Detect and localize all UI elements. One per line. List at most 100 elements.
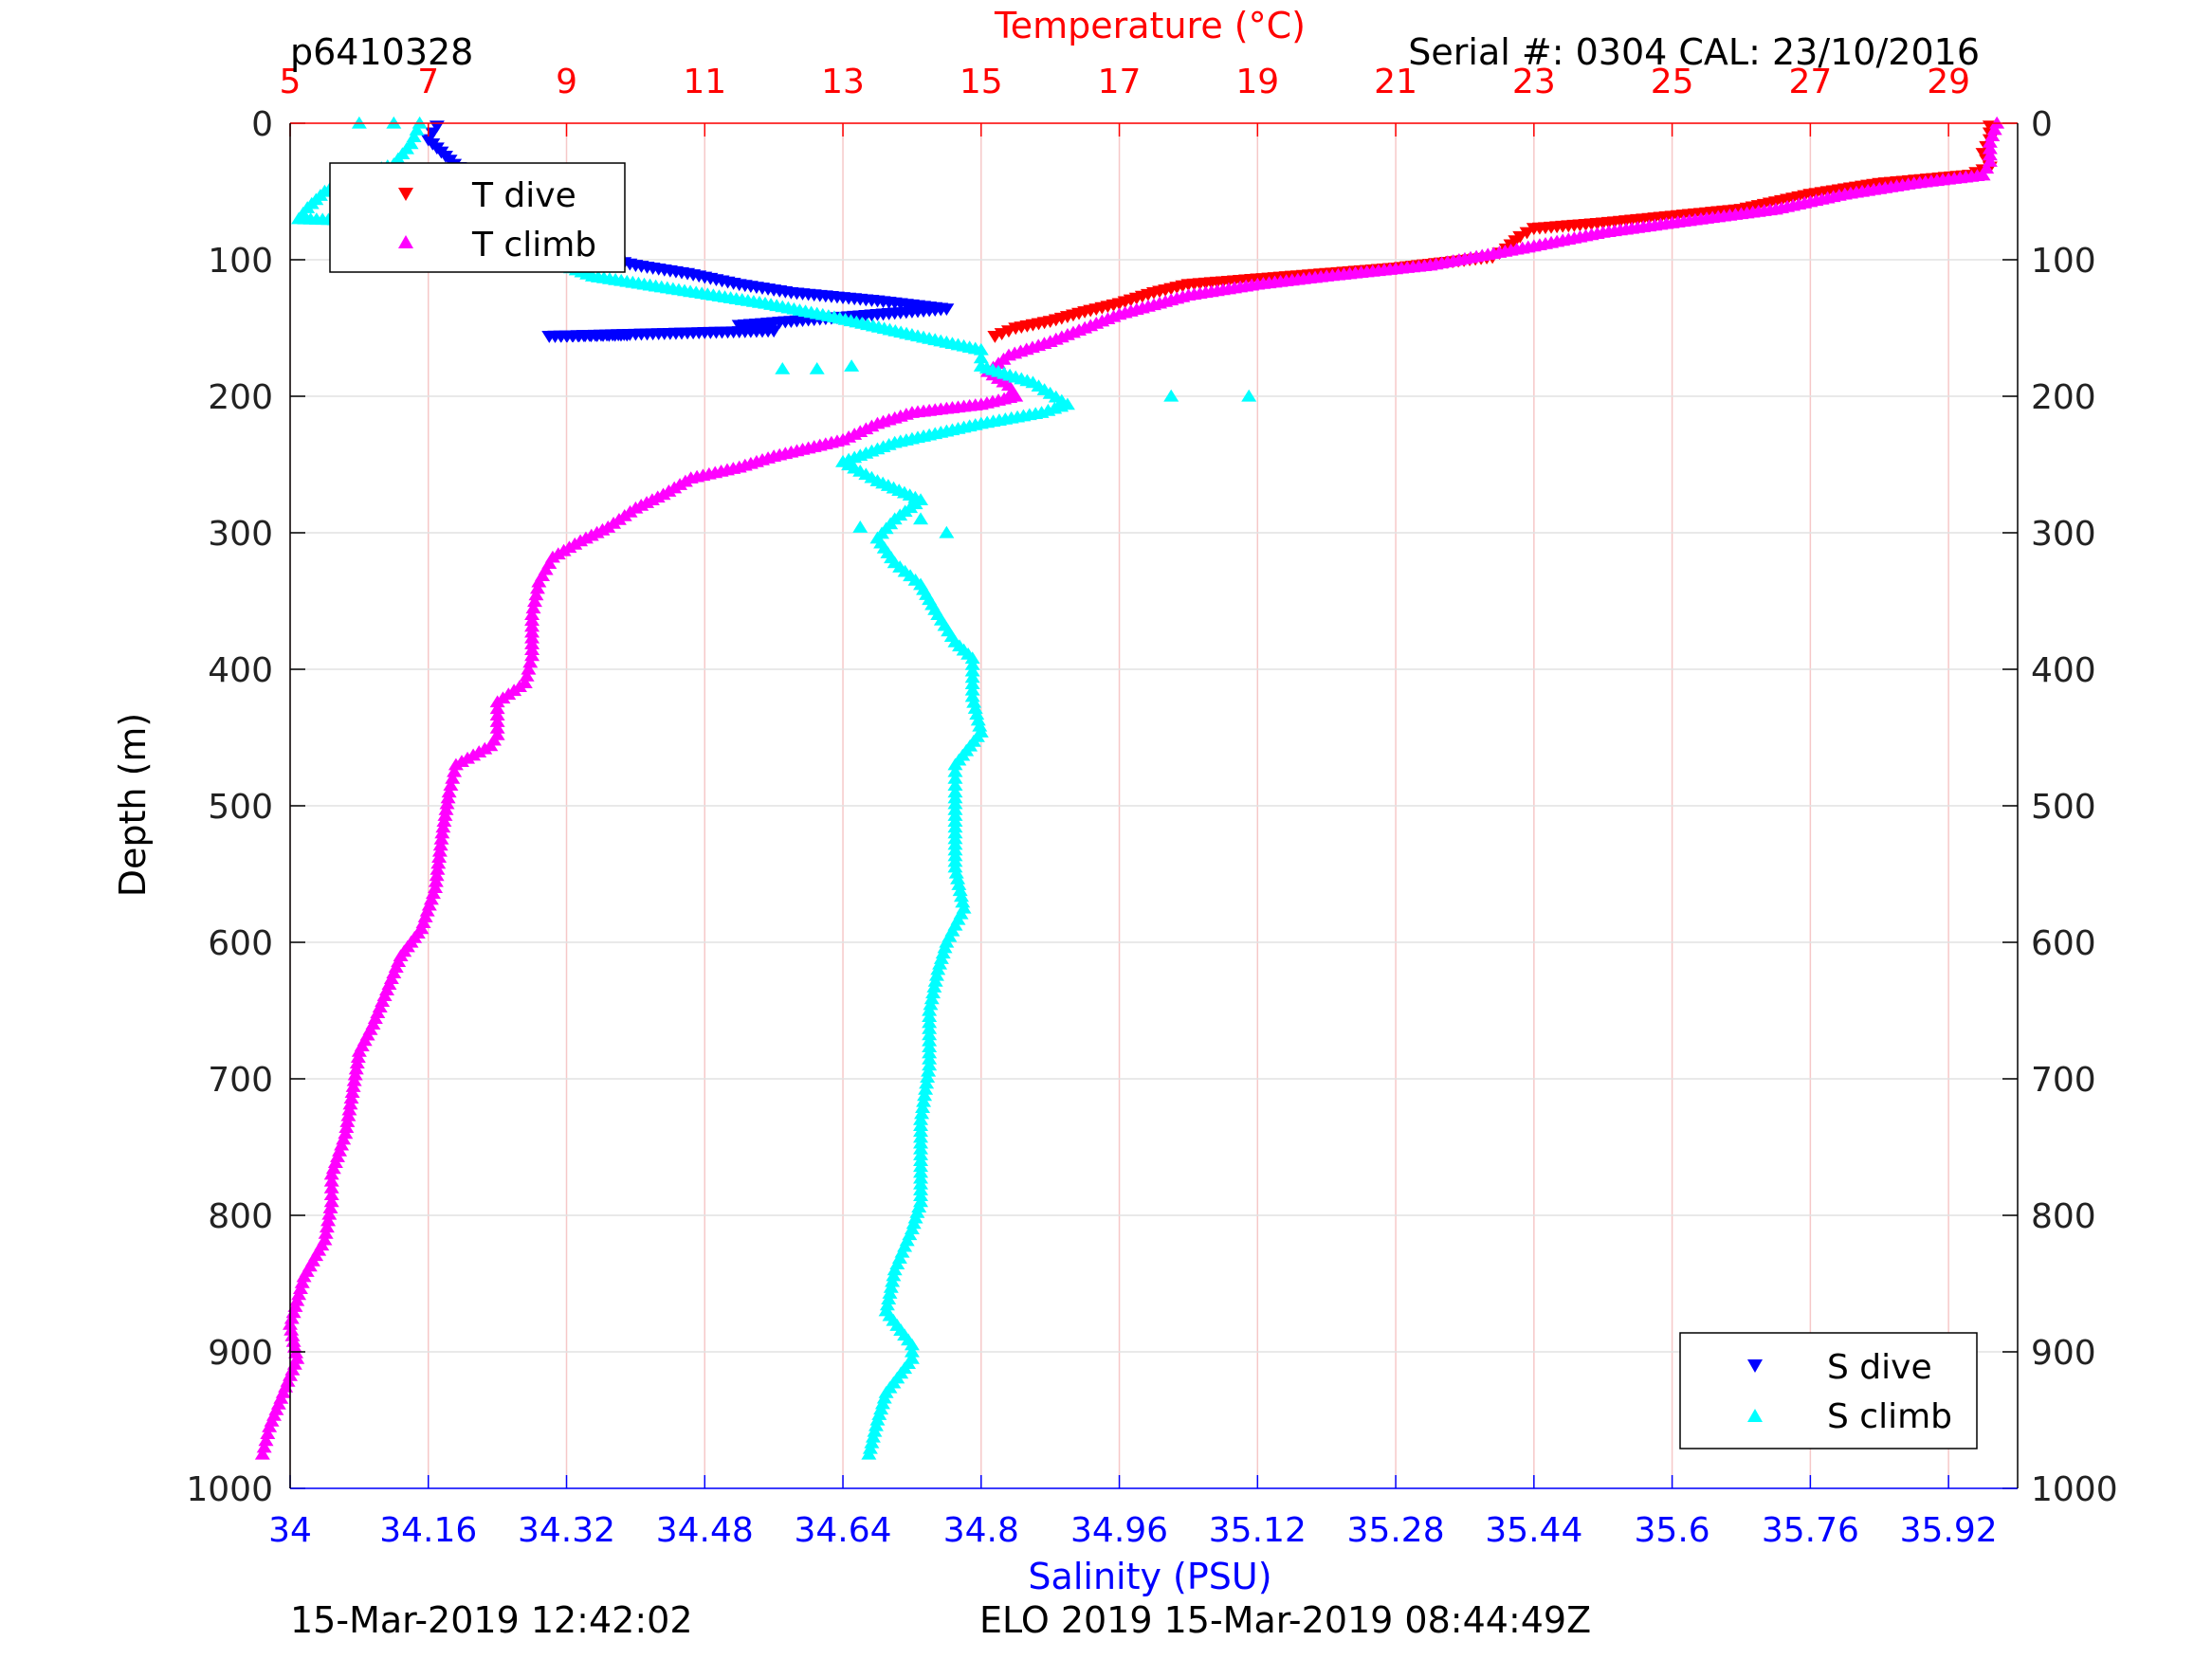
data-point (915, 1101, 931, 1113)
data-point (323, 1174, 339, 1187)
data-point (319, 1220, 335, 1233)
data-point (322, 1201, 338, 1213)
tick-label-depth-left: 200 (208, 378, 273, 417)
axes-frame (289, 122, 2019, 1489)
data-point (947, 764, 963, 777)
data-point (953, 889, 969, 902)
legend-sal-dive-label: S dive (1827, 1348, 1932, 1387)
data-point (440, 791, 456, 804)
series-t-climb (254, 116, 2005, 1460)
tick-label-depth-right: 300 (2031, 515, 2096, 554)
data-point (437, 809, 453, 821)
tick-label-salinity: 34.16 (379, 1511, 477, 1550)
data-point (258, 1433, 274, 1447)
data-point (489, 715, 505, 727)
data-point (323, 1181, 339, 1194)
data-point (883, 1280, 899, 1293)
series-s-climb (291, 116, 1075, 1460)
data-point (881, 1292, 897, 1305)
data-point (292, 1282, 308, 1294)
bottom-axis-title: Salinity (PSU) (1028, 1556, 1271, 1597)
data-point (861, 1447, 877, 1460)
data-point (967, 702, 983, 714)
data-point (291, 1287, 307, 1301)
data-point (525, 601, 541, 614)
data-point (973, 351, 989, 364)
data-point (904, 1344, 920, 1358)
data-point (343, 1091, 359, 1104)
data-point (344, 1085, 360, 1098)
data-point (947, 772, 963, 784)
tick-label-depth-left: 600 (208, 924, 273, 963)
data-point (950, 871, 966, 884)
data-point (262, 1420, 278, 1432)
data-point (339, 1115, 356, 1127)
data-point (341, 1103, 357, 1116)
data-point (862, 1441, 878, 1454)
tick-label-temp: 13 (821, 63, 865, 101)
data-point (1982, 148, 1998, 161)
data-point (438, 802, 454, 815)
tick-label-depth-right: 800 (2031, 1197, 2096, 1236)
data-point (886, 1268, 902, 1282)
data-point (439, 796, 455, 810)
tick-label-temp: 25 (1651, 63, 1694, 101)
data-point (434, 826, 450, 839)
data-point (448, 757, 464, 771)
data-point (619, 329, 635, 342)
data-point (528, 588, 544, 601)
tick-label-salinity: 34.96 (1070, 1511, 1168, 1550)
data-point (948, 866, 964, 879)
data-point (947, 778, 963, 791)
tick-label-salinity: 34.8 (943, 1511, 1019, 1550)
data-point (920, 1070, 936, 1083)
tick-label-depth-right: 0 (2031, 105, 2053, 144)
legend-sal-climb-marker (1747, 1409, 1763, 1422)
data-point (432, 838, 448, 851)
data-point (286, 1340, 302, 1353)
data-point (973, 342, 989, 356)
data-point (489, 708, 505, 720)
data-point (919, 1076, 935, 1089)
data-point (323, 1167, 339, 1180)
data-point (928, 968, 944, 981)
legend-temp-dive-label: T dive (471, 176, 576, 215)
data-point (925, 986, 941, 999)
data-point (970, 713, 986, 726)
data-point (348, 1062, 364, 1075)
data-point (283, 1323, 300, 1336)
data-point (1982, 141, 1998, 155)
data-point (342, 1097, 358, 1110)
data-point (321, 1207, 338, 1220)
tick-label-salinity: 34 (268, 1511, 312, 1550)
tick-label-depth-left: 700 (208, 1061, 273, 1100)
tick-label-depth-left: 1000 (186, 1470, 273, 1509)
data-point (964, 651, 980, 665)
data-point (916, 1094, 932, 1107)
data-point (930, 962, 946, 975)
data-point (431, 850, 448, 863)
data-point (969, 707, 985, 720)
tick-label-depth-left: 500 (208, 788, 273, 827)
data-point (1519, 227, 1535, 240)
tick-label-depth-left: 800 (208, 1197, 273, 1236)
data-point (927, 974, 943, 987)
data-point (923, 992, 940, 1005)
data-point (323, 1188, 339, 1200)
data-point (964, 689, 980, 702)
tick-label-depth-right: 600 (2031, 924, 2096, 963)
legend-salinity: S dive S climb (1679, 1332, 1978, 1449)
tick-label-salinity: 35.76 (1762, 1511, 1859, 1550)
series-s-climb-outliers (351, 116, 1257, 538)
tick-label-depth-right: 500 (2031, 788, 2096, 827)
tick-label-depth-right: 700 (2031, 1061, 2096, 1100)
tick-labels: 5 7 9 11 13 15 17 19 21 23 25 27 29 34 34.16 34.32 34.48… (186, 63, 2117, 1550)
header-left-id: p6410328 (290, 31, 473, 73)
data-point (939, 525, 955, 538)
data-point (346, 1073, 362, 1086)
data-point (869, 1413, 886, 1426)
tick-label-depth-left: 900 (208, 1334, 273, 1373)
tick-label-salinity: 35.6 (1635, 1511, 1710, 1550)
tick-label-temp: 29 (1927, 63, 1970, 101)
data-point (447, 764, 463, 777)
